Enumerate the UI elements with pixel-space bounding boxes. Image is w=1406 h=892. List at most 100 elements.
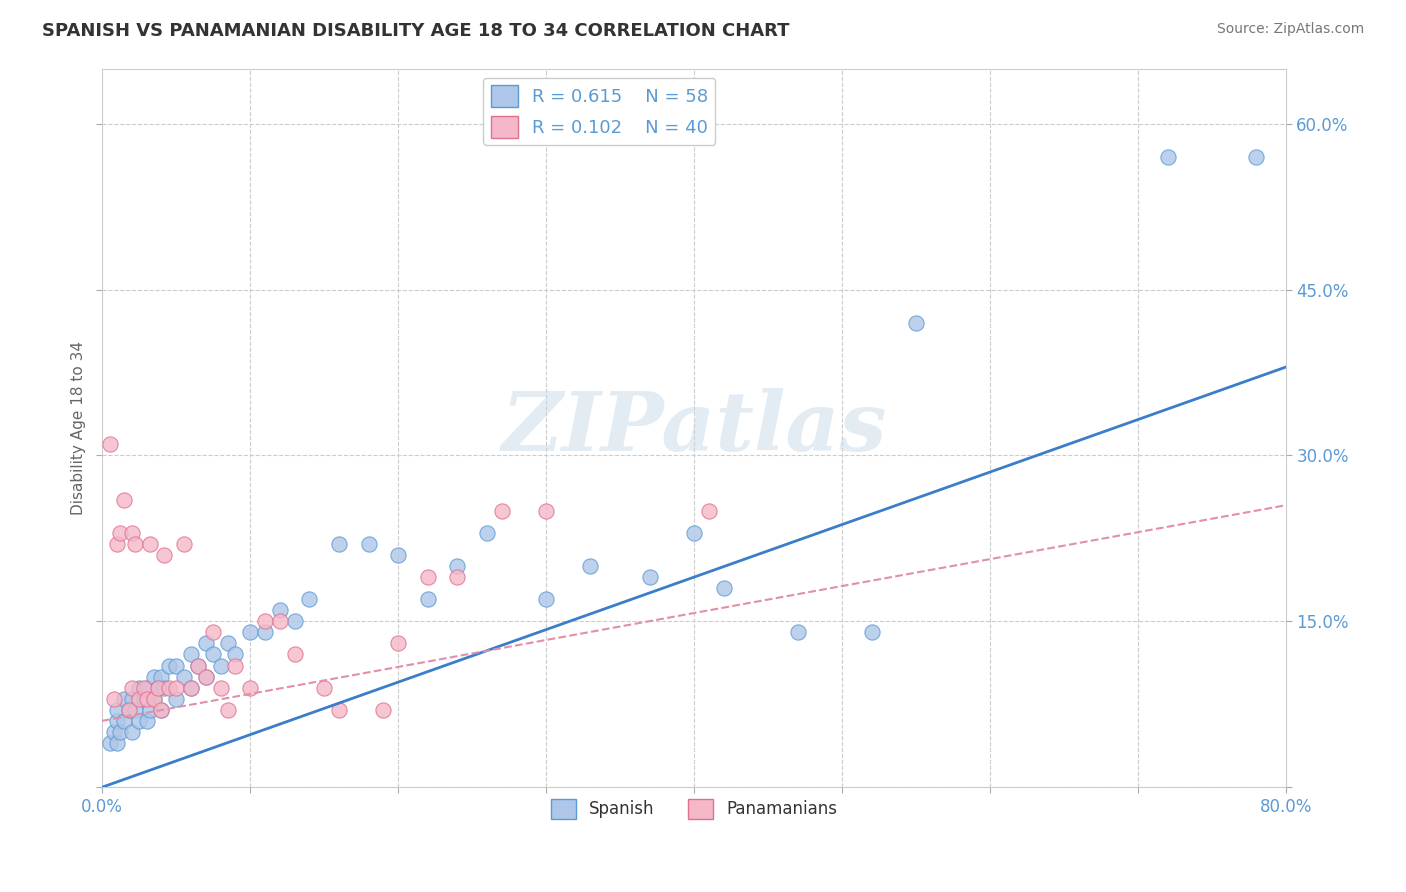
Point xyxy=(112,691,135,706)
Point xyxy=(128,681,150,695)
Point xyxy=(108,725,131,739)
Point xyxy=(269,615,291,629)
Point xyxy=(121,725,143,739)
Point xyxy=(904,316,927,330)
Point xyxy=(224,648,246,662)
Point xyxy=(121,681,143,695)
Point xyxy=(446,559,468,574)
Point xyxy=(121,691,143,706)
Point xyxy=(108,525,131,540)
Point xyxy=(128,714,150,728)
Point xyxy=(124,703,146,717)
Point xyxy=(135,681,157,695)
Point xyxy=(138,537,160,551)
Point xyxy=(697,504,720,518)
Point xyxy=(187,658,209,673)
Point xyxy=(713,581,735,595)
Point xyxy=(217,703,239,717)
Point xyxy=(112,492,135,507)
Point xyxy=(387,636,409,650)
Point xyxy=(153,681,176,695)
Point xyxy=(253,625,276,640)
Point xyxy=(105,714,128,728)
Y-axis label: Disability Age 18 to 34: Disability Age 18 to 34 xyxy=(72,341,86,515)
Point xyxy=(153,548,176,562)
Point xyxy=(202,625,225,640)
Point xyxy=(103,725,125,739)
Point xyxy=(143,670,166,684)
Point xyxy=(135,691,157,706)
Point xyxy=(138,703,160,717)
Point xyxy=(416,592,439,607)
Point xyxy=(128,691,150,706)
Point xyxy=(534,504,557,518)
Point xyxy=(683,525,706,540)
Point xyxy=(165,681,187,695)
Point xyxy=(416,570,439,584)
Point xyxy=(98,437,121,451)
Point xyxy=(284,648,307,662)
Text: ZIPatlas: ZIPatlas xyxy=(502,388,887,467)
Point xyxy=(150,703,173,717)
Point xyxy=(475,525,498,540)
Point xyxy=(202,648,225,662)
Point xyxy=(165,658,187,673)
Point xyxy=(638,570,661,584)
Point xyxy=(328,537,350,551)
Point xyxy=(357,537,380,551)
Point xyxy=(786,625,808,640)
Point xyxy=(1246,150,1268,164)
Point xyxy=(180,681,202,695)
Point xyxy=(148,681,170,695)
Point xyxy=(180,681,202,695)
Point xyxy=(187,658,209,673)
Point xyxy=(112,714,135,728)
Point xyxy=(239,681,262,695)
Legend: Spanish, Panamanians: Spanish, Panamanians xyxy=(544,792,844,826)
Point xyxy=(239,625,262,640)
Point xyxy=(491,504,513,518)
Point xyxy=(150,703,173,717)
Point xyxy=(135,714,157,728)
Point xyxy=(132,681,155,695)
Point xyxy=(105,736,128,750)
Point xyxy=(328,703,350,717)
Point xyxy=(143,691,166,706)
Point xyxy=(209,681,232,695)
Point xyxy=(118,703,141,717)
Point xyxy=(143,691,166,706)
Point xyxy=(269,603,291,617)
Point xyxy=(860,625,883,640)
Point xyxy=(217,636,239,650)
Point xyxy=(446,570,468,584)
Point xyxy=(118,703,141,717)
Point xyxy=(579,559,602,574)
Point xyxy=(314,681,336,695)
Point xyxy=(132,691,155,706)
Point xyxy=(173,537,195,551)
Text: SPANISH VS PANAMANIAN DISABILITY AGE 18 TO 34 CORRELATION CHART: SPANISH VS PANAMANIAN DISABILITY AGE 18 … xyxy=(42,22,790,40)
Point xyxy=(180,648,202,662)
Point xyxy=(209,658,232,673)
Point xyxy=(253,615,276,629)
Text: Source: ZipAtlas.com: Source: ZipAtlas.com xyxy=(1216,22,1364,37)
Point xyxy=(98,736,121,750)
Point xyxy=(194,636,217,650)
Point xyxy=(224,658,246,673)
Point xyxy=(1156,150,1178,164)
Point xyxy=(105,703,128,717)
Point xyxy=(173,670,195,684)
Point xyxy=(373,703,395,717)
Point xyxy=(194,670,217,684)
Point xyxy=(150,670,173,684)
Point xyxy=(298,592,321,607)
Point xyxy=(157,681,180,695)
Point xyxy=(387,548,409,562)
Point xyxy=(534,592,557,607)
Point xyxy=(103,691,125,706)
Point xyxy=(157,658,180,673)
Point xyxy=(124,537,146,551)
Point xyxy=(148,681,170,695)
Point xyxy=(105,537,128,551)
Point xyxy=(121,525,143,540)
